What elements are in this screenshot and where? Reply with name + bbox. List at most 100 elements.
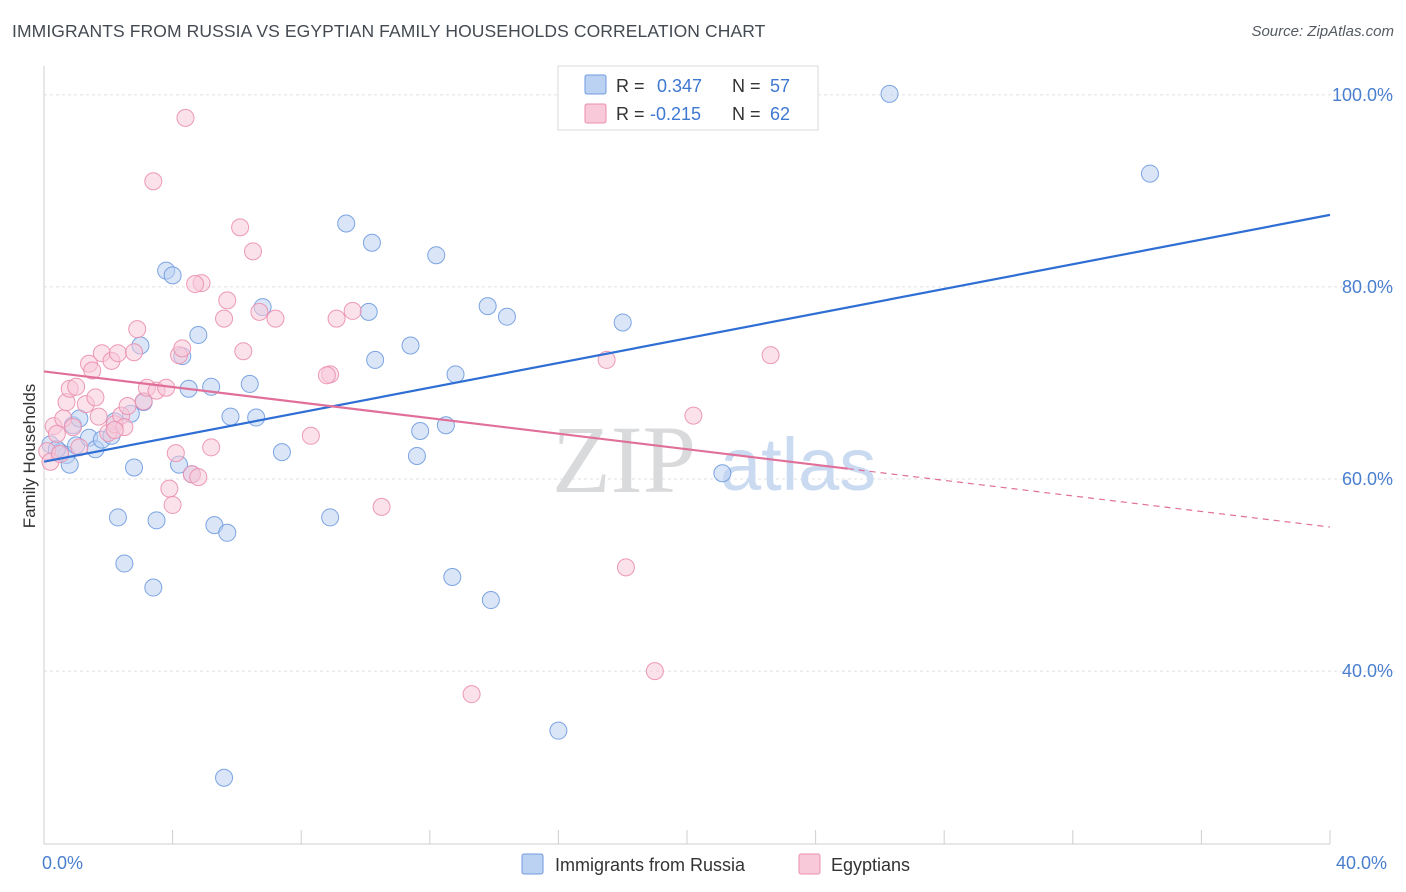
y-tick-labels: 100.0% 80.0% 60.0% 40.0% [1332, 85, 1393, 681]
point-russia-53 [713, 464, 732, 483]
point-egyptians-15 [89, 407, 108, 426]
legend-swatch-russia [584, 74, 607, 95]
series-legend-swatch-egyptians [798, 853, 821, 875]
point-russia-47 [443, 567, 462, 586]
point-russia-33 [247, 408, 266, 427]
watermark-atlas: atlas [720, 423, 876, 506]
point-egyptians-59 [761, 346, 780, 365]
point-russia-19 [147, 511, 166, 530]
trend-line-egyptians-extrapolated [847, 468, 1331, 528]
point-egyptians-43 [231, 218, 250, 237]
point-russia-43 [411, 421, 430, 440]
point-russia-39 [362, 233, 381, 252]
point-egyptians-60 [186, 275, 205, 294]
point-egyptians-44 [234, 342, 253, 361]
point-russia-30 [218, 523, 237, 542]
point-egyptians-28 [144, 172, 163, 191]
point-russia-37 [337, 214, 356, 233]
legend-n-label-russia: N = [732, 76, 761, 96]
point-egyptians-35 [173, 339, 192, 358]
x-tick-label-left: 0.0% [42, 853, 83, 873]
point-russia-44 [427, 246, 446, 265]
point-russia-29 [215, 768, 234, 787]
point-egyptians-56 [616, 558, 635, 577]
point-russia-50 [497, 307, 516, 326]
point-egyptians-47 [266, 309, 285, 328]
point-egyptians-57 [645, 662, 664, 681]
point-egyptians-61 [105, 421, 124, 440]
point-egyptians-33 [166, 444, 185, 463]
point-egyptians-41 [215, 309, 234, 328]
data-points [38, 84, 1159, 787]
watermark-zip: ZIP [552, 406, 696, 513]
point-russia-32 [240, 374, 259, 393]
point-russia-12 [108, 508, 127, 527]
point-egyptians-48 [301, 426, 320, 445]
series-legend-label-egyptians: Egyptians [831, 855, 910, 875]
point-russia-15 [125, 458, 144, 477]
trend-lines [43, 213, 1331, 528]
point-russia-52 [613, 313, 632, 332]
point-russia-21 [163, 266, 182, 285]
point-russia-40 [366, 350, 385, 369]
point-russia-54 [880, 84, 899, 103]
point-egyptians-24 [125, 343, 144, 362]
point-egyptians-14 [86, 388, 105, 407]
point-egyptians-45 [243, 242, 262, 261]
point-russia-49 [481, 591, 500, 610]
point-egyptians-36 [176, 108, 195, 127]
y-tick-label-3: 40.0% [1342, 661, 1393, 681]
point-egyptians-53 [372, 497, 391, 516]
point-russia-46 [446, 365, 465, 384]
trend-line-egyptians [43, 370, 848, 470]
legend-n-label-egyptians: N = [732, 104, 761, 124]
point-egyptians-25 [128, 320, 147, 339]
point-egyptians-38 [189, 468, 208, 487]
legend-r-label-egyptians: R = [616, 104, 645, 124]
point-egyptians-31 [160, 479, 179, 498]
y-tick-label-0: 100.0% [1332, 85, 1393, 105]
point-russia-35 [272, 443, 291, 462]
point-russia-38 [359, 302, 378, 321]
legend-swatch-egyptians [584, 103, 607, 124]
point-russia-26 [189, 325, 208, 344]
point-egyptians-13 [83, 361, 102, 380]
point-egyptians-42 [218, 291, 237, 310]
point-russia-41 [401, 336, 420, 355]
point-russia-42 [407, 446, 426, 465]
legend-n-value-russia: 57 [770, 76, 790, 96]
y-tick-label-1: 80.0% [1342, 277, 1393, 297]
series-legend: Immigrants from Russia Egyptians [521, 853, 910, 875]
trend-line-russia [43, 213, 1331, 463]
stats-legend: R = 0.347 N = 57 R = -0.215 N = 62 [557, 65, 819, 131]
series-legend-swatch-russia [521, 853, 544, 875]
legend-r-value-russia: 0.347 [657, 76, 702, 96]
x-tick-label-right: 40.0% [1336, 853, 1387, 873]
point-egyptians-54 [462, 685, 481, 704]
point-egyptians-32 [163, 495, 182, 514]
legend-r-label-russia: R = [616, 76, 645, 96]
point-egyptians-50 [317, 366, 336, 385]
point-egyptians-52 [343, 301, 362, 320]
source-credit: Source: ZipAtlas.com [1251, 23, 1394, 40]
point-russia-55 [1140, 164, 1159, 183]
point-egyptians-58 [684, 406, 703, 425]
point-egyptians-23 [118, 397, 137, 416]
legend-r-value-egyptians: -0.215 [650, 104, 701, 124]
y-tick-label-2: 60.0% [1342, 469, 1393, 489]
point-russia-13 [115, 554, 134, 573]
point-russia-48 [478, 297, 497, 316]
point-egyptians-8 [63, 418, 82, 437]
point-egyptians-3 [47, 424, 66, 443]
point-russia-18 [144, 578, 163, 597]
point-egyptians-9 [67, 377, 86, 396]
point-egyptians-46 [250, 302, 269, 321]
y-axis-label: Family Households [20, 384, 39, 529]
watermark: ZIP atlas [552, 406, 876, 513]
legend-n-value-egyptians: 62 [770, 104, 790, 124]
point-russia-36 [321, 508, 340, 527]
point-russia-31 [221, 407, 240, 426]
chart-title: IMMIGRANTS FROM RUSSIA VS EGYPTIAN FAMIL… [12, 21, 766, 41]
point-egyptians-20 [108, 344, 127, 363]
